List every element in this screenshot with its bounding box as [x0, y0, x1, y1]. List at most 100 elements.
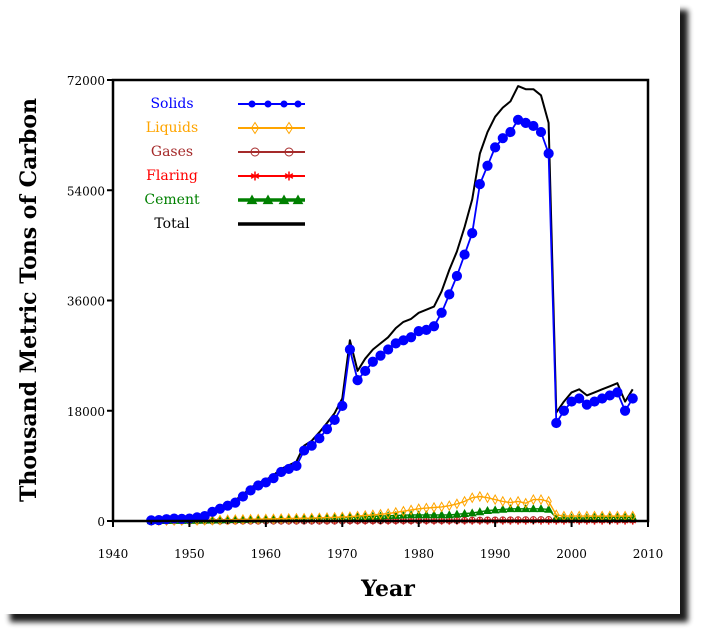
data-point	[285, 512, 292, 525]
data-point	[247, 513, 254, 525]
data-point	[505, 126, 516, 138]
data-point	[528, 504, 538, 513]
data-point	[423, 502, 430, 514]
data-point	[278, 194, 290, 205]
data-point	[375, 350, 386, 361]
data-point	[505, 504, 515, 513]
data-point	[467, 228, 478, 239]
series-solids	[146, 114, 638, 526]
data-point	[528, 120, 539, 132]
data-point	[429, 510, 439, 519]
data-point	[475, 507, 485, 516]
legend-label: Liquids	[146, 120, 198, 136]
data-point	[280, 100, 288, 108]
data-point	[209, 514, 216, 526]
data-point	[514, 495, 522, 508]
data-point	[491, 493, 499, 506]
data-point	[612, 387, 623, 398]
data-point	[262, 194, 274, 205]
data-point	[344, 344, 356, 355]
data-point	[308, 512, 315, 524]
data-point	[224, 514, 231, 526]
data-point	[543, 148, 554, 159]
data-point	[321, 424, 333, 435]
data-point	[522, 497, 529, 509]
x-tick-label: 1980	[403, 547, 434, 561]
data-point	[268, 473, 279, 484]
data-point	[484, 492, 491, 504]
data-point	[298, 445, 310, 456]
data-point	[294, 100, 302, 108]
data-point	[490, 142, 501, 153]
data-point	[535, 126, 547, 138]
data-point	[260, 477, 271, 488]
data-point	[453, 498, 461, 510]
legend-label: Gases	[151, 144, 193, 160]
data-point	[246, 194, 258, 205]
data-point	[497, 133, 508, 144]
legend-item-flaring: Flaring	[146, 168, 305, 184]
data-point	[245, 485, 256, 496]
y-tick-label: 36000	[67, 295, 105, 309]
data-point	[507, 497, 514, 509]
data-point	[216, 514, 224, 526]
data-point	[545, 495, 552, 508]
data-point	[537, 516, 545, 524]
data-point	[513, 504, 523, 513]
data-point	[483, 505, 492, 514]
data-point	[415, 503, 422, 515]
y-tick-label: 54000	[67, 184, 105, 198]
x-tick-label: 1940	[98, 547, 129, 561]
data-point	[430, 501, 438, 514]
y-axis-ticks: 0 18000 36000 54000 72000	[67, 74, 113, 529]
data-point	[293, 512, 300, 524]
data-point	[360, 365, 371, 377]
legend-item-liquids: Liquids	[146, 120, 305, 136]
data-point	[337, 400, 348, 411]
legend-label: Cement	[144, 192, 200, 208]
data-point	[482, 160, 493, 171]
data-point	[264, 100, 272, 108]
data-point	[250, 121, 260, 135]
legend-label: Flaring	[146, 168, 198, 184]
data-point	[232, 514, 239, 526]
data-point	[384, 508, 392, 520]
data-point	[446, 500, 453, 512]
data-point	[499, 495, 506, 508]
data-point	[436, 307, 447, 318]
data-point	[544, 504, 554, 513]
data-point	[619, 405, 631, 416]
x-tick-label: 2000	[556, 547, 587, 561]
chart-panel	[2, 2, 680, 614]
data-point	[367, 356, 378, 367]
x-axis-ticks: 1940 1950 1960 1970 1980 1990 2000 2010	[98, 521, 663, 561]
data-point	[291, 460, 302, 471]
legend: Solids Liquids Gases Flaring Cement Total	[144, 96, 305, 232]
data-point	[250, 171, 260, 181]
data-point	[306, 440, 317, 451]
data-point	[444, 289, 455, 300]
data-point	[530, 493, 537, 506]
data-point	[490, 505, 500, 514]
data-point	[476, 490, 484, 503]
data-point	[444, 510, 454, 519]
legend-item-solids: Solids	[150, 96, 305, 112]
legend-item-gases: Gases	[151, 144, 305, 160]
data-point	[461, 495, 468, 508]
data-point	[292, 194, 304, 205]
legend-label: Solids	[150, 96, 193, 112]
data-point	[452, 509, 462, 518]
data-point	[574, 393, 585, 404]
data-point	[284, 121, 294, 135]
data-point	[377, 508, 384, 520]
data-point	[428, 321, 440, 332]
legend-label: Total	[154, 216, 190, 232]
data-point	[460, 509, 470, 518]
data-point	[314, 433, 325, 444]
data-point	[391, 510, 401, 519]
data-point	[237, 491, 249, 502]
data-point	[627, 393, 638, 404]
y-tick-label: 0	[97, 515, 105, 529]
data-point	[248, 100, 256, 108]
